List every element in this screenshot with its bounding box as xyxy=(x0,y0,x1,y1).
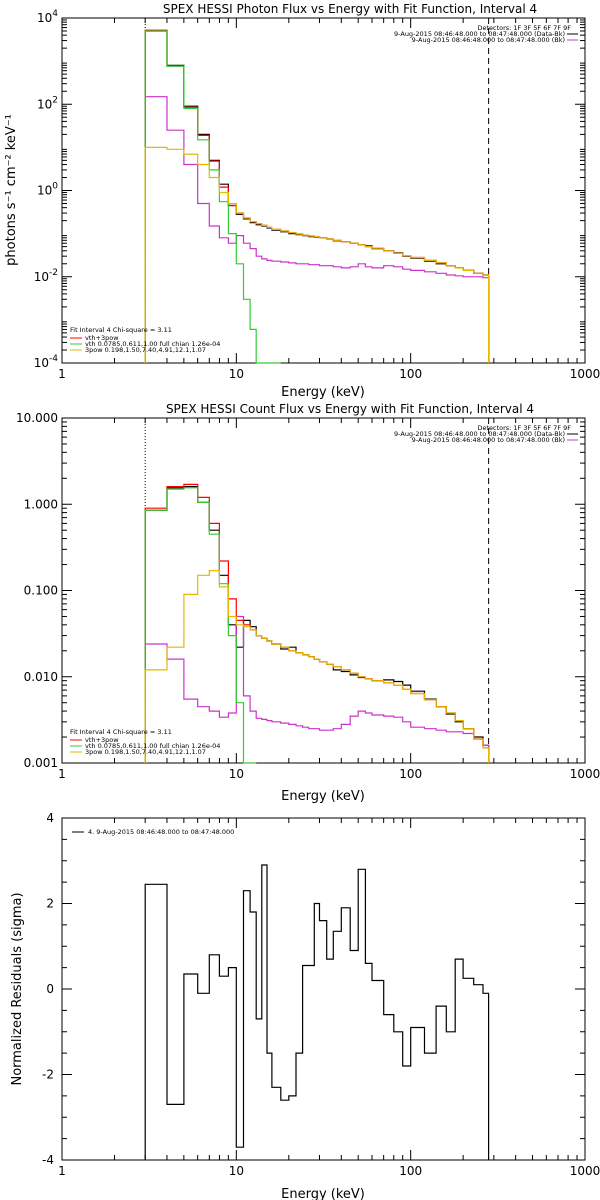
y-tick-label: 0 xyxy=(46,982,54,996)
count-flux-title: SPEX HESSI Count Flux vs Energy with Fit… xyxy=(166,402,534,416)
series-bk xyxy=(144,96,490,363)
x-tick-label: 10 xyxy=(229,767,244,781)
y-ticks: -4 -2 0 2 4 xyxy=(42,811,585,1167)
plot-frame xyxy=(61,17,586,364)
x-axis-label: Energy (keV) xyxy=(281,789,365,804)
series-group xyxy=(144,864,490,1160)
legend-3pow: 3pow 0.198,1.50,7.40,4.91,12.1,1.07 xyxy=(85,346,206,354)
legend-vth: vth 0.0785,0.611,1.00 full chian 1.26e-0… xyxy=(85,340,220,348)
legend-vth3pow: vth+3pow xyxy=(85,334,119,342)
residuals-panel: Energy (keV) Normalized Residuals (sigma… xyxy=(10,811,600,1200)
x-tick-label: 100 xyxy=(399,367,422,381)
y-tick-label: 10-2 xyxy=(34,268,58,284)
x-ticks: 1 10 100 1000 xyxy=(58,18,600,381)
legend-chi-square: Fit Interval 4 Chi-square = 3.11 xyxy=(70,326,172,334)
y-tick-label: 104 xyxy=(37,9,58,25)
series-vth xyxy=(144,30,281,364)
y-axis-label: photons s⁻¹ cm⁻² keV⁻¹ xyxy=(4,114,19,266)
legend-data-bk: 9-Aug-2015 08:46:48.000 to 08:47:48.000 … xyxy=(394,430,565,438)
y-tick-label: 2 xyxy=(46,897,54,911)
x-tick-label: 1 xyxy=(58,1164,66,1178)
y-tick-label: 100 xyxy=(37,182,58,198)
series-3pow xyxy=(144,146,490,363)
x-ticks: 1 10 100 1000 xyxy=(58,418,600,781)
y-tick-label: 0.010 xyxy=(24,670,58,684)
plot-frame xyxy=(61,417,586,764)
series-group xyxy=(144,29,490,364)
y-tick-label: 0.100 xyxy=(24,584,58,598)
y-ticks: 10-4 10-2 100 102 104 xyxy=(34,9,585,370)
x-tick-label: 10 xyxy=(229,1164,244,1178)
series-residuals xyxy=(144,864,490,1160)
series-vth-3pow xyxy=(144,483,490,763)
y-tick-label: 4 xyxy=(46,811,54,825)
photon-flux-panel: SPEX HESSI Photon Flux vs Energy with Fi… xyxy=(4,2,600,400)
x-tick-label: 1000 xyxy=(570,367,600,381)
x-axis-label: Energy (keV) xyxy=(281,385,365,400)
y-tick-label: -4 xyxy=(42,1153,54,1167)
legend-interval: 4. 9-Aug-2015 08:46:48.000 to 08:47:48.0… xyxy=(88,828,234,836)
x-axis-label: Energy (keV) xyxy=(281,1187,365,1200)
legend-data-bk: 9-Aug-2015 08:46:48.000 to 08:47:48.000 … xyxy=(394,30,565,38)
legend-chi-square: Fit Interval 4 Chi-square = 3.11 xyxy=(70,728,172,736)
y-tick-exponent: -4 xyxy=(49,354,58,364)
photon-flux-title: SPEX HESSI Photon Flux vs Energy with Fi… xyxy=(163,2,537,16)
legend-top-right: Detectors: 1F 3F 5F 6F 7F 9F 9-Aug-2015 … xyxy=(394,24,578,44)
y-ticks: 0.001 0.010 0.100 1.000 10.000 xyxy=(16,411,585,770)
legend-detectors: Detectors: 1F 3F 5F 6F 7F 9F xyxy=(477,24,571,32)
y-axis-label: Normalized Residuals (sigma) xyxy=(10,892,25,1085)
y-tick-label: 10-4 xyxy=(34,354,59,370)
series-group xyxy=(144,483,490,764)
y-tick-label: 10.000 xyxy=(16,411,58,425)
vertical-marker-lines xyxy=(144,18,490,363)
y-tick-label: 1.000 xyxy=(24,497,58,511)
legend-bk: 9-Aug-2015 08:46:48.000 to 08:47:48.000 … xyxy=(412,36,565,44)
legend-bottom-left: Fit Interval 4 Chi-square = 3.11 vth+3po… xyxy=(70,326,220,354)
y-tick-label: -2 xyxy=(42,1068,54,1082)
y-tick-label: 0.001 xyxy=(24,756,58,770)
count-flux-panel: SPEX HESSI Count Flux vs Energy with Fit… xyxy=(16,402,600,804)
legend-vth3pow: vth+3pow xyxy=(85,736,119,744)
x-tick-label: 1 xyxy=(58,367,66,381)
x-tick-label: 100 xyxy=(399,767,422,781)
plot-frame xyxy=(61,817,586,1161)
legend-bottom-left: Fit Interval 4 Chi-square = 3.11 vth+3po… xyxy=(70,728,220,756)
x-tick-label: 1000 xyxy=(570,767,600,781)
series-vth-3pow xyxy=(144,29,490,363)
y-tick-exponent: 2 xyxy=(52,95,58,105)
y-tick-exponent: 4 xyxy=(52,9,58,19)
y-tick-exponent: -2 xyxy=(49,268,58,278)
series-3pow xyxy=(144,570,490,763)
series-vth xyxy=(144,487,257,764)
x-ticks: 1 10 100 1000 xyxy=(58,818,600,1178)
x-tick-label: 1000 xyxy=(570,1164,600,1178)
legend-bk: 9-Aug-2015 08:46:48.000 to 08:47:48.000 … xyxy=(412,436,565,444)
legend-vth: vth 0.0785,0.611,1.00 full chian 1.26e-0… xyxy=(85,742,220,750)
series-data-bk xyxy=(144,486,490,763)
x-tick-label: 1 xyxy=(58,767,66,781)
y-tick-exponent: 0 xyxy=(52,182,58,192)
x-tick-label: 10 xyxy=(229,367,244,381)
legend-3pow: 3pow 0.198,1.50,7.40,4.91,12.1,1.07 xyxy=(85,748,206,756)
legend-top-left: 4. 9-Aug-2015 08:46:48.000 to 08:47:48.0… xyxy=(72,828,234,836)
series-bk xyxy=(144,615,490,763)
legend-top-right: Detectors: 1F 3F 5F 6F 7F 9F 9-Aug-2015 … xyxy=(394,424,578,444)
x-tick-label: 100 xyxy=(399,1164,422,1178)
y-tick-label: 102 xyxy=(37,95,58,111)
vertical-marker-lines xyxy=(144,418,490,763)
series-data-bk xyxy=(144,30,490,363)
legend-detectors: Detectors: 1F 3F 5F 6F 7F 9F xyxy=(477,424,571,432)
